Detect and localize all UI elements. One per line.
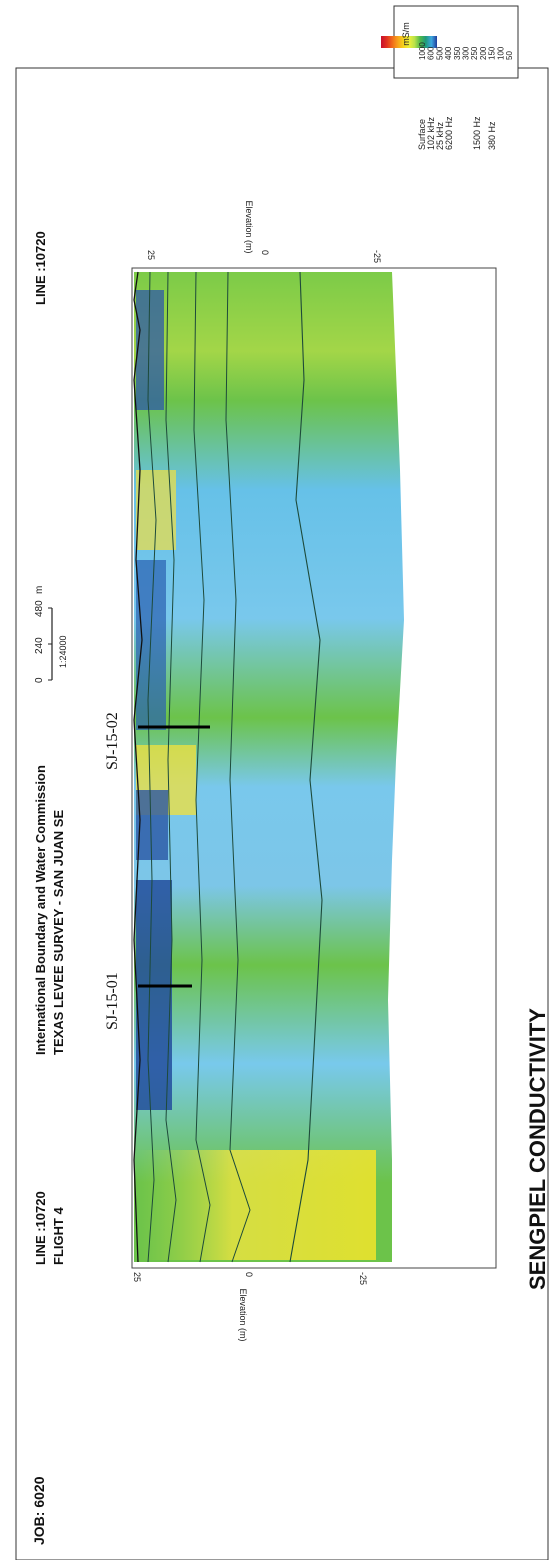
blue-zone-2 <box>136 790 168 860</box>
legend-tick-label: 400 <box>444 46 453 60</box>
blue-zone-3 <box>136 560 166 730</box>
scale-bar: 0 240 480 m 1:24000 <box>34 586 68 683</box>
figure-border <box>15 67 549 1560</box>
job-label: JOB: 6020 <box>31 1476 47 1545</box>
elevation-axis-bottom: Elevation (m) 25 0 -25 <box>132 1272 368 1342</box>
legend-tick-label: 300 <box>462 46 471 60</box>
freq-102khz: 102 kHz <box>426 116 436 150</box>
axis-tick-0-bottom: 0 <box>244 1272 254 1277</box>
flight-label: FLIGHT 4 <box>51 1206 66 1265</box>
line-left-label: LINE :10720 <box>33 1191 48 1265</box>
contour-380hz <box>289 271 323 1263</box>
borehole-sj-15-01-label: SJ-15-01 <box>104 972 121 1030</box>
blue-zone-1 <box>136 880 172 1110</box>
legend-color-bar <box>381 36 437 48</box>
scale-unit: m <box>34 586 45 594</box>
conductivity-section-plot <box>131 267 497 1269</box>
axis-tick-25-bottom: 25 <box>132 1272 142 1282</box>
blue-zone-4 <box>136 290 164 410</box>
freq-surface: Surface <box>417 119 427 150</box>
axis-tick-neg25-top: -25 <box>372 250 382 263</box>
header-left: JOB: 6020 LINE :10720 FLIGHT 4 <box>31 1191 66 1545</box>
scale-ratio: 1:24000 <box>58 635 68 668</box>
contour-1500hz <box>225 271 251 1263</box>
borehole-sj-15-02-label: SJ-15-02 <box>104 712 121 770</box>
surface-line <box>133 271 143 1263</box>
frequency-labels: Surface 102 kHz 25 kHz 6200 Hz 1500 Hz 3… <box>417 116 497 150</box>
yellow-zone-west <box>136 1150 376 1260</box>
contour-102khz <box>147 271 157 1263</box>
freq-6200hz: 6200 Hz <box>444 116 454 150</box>
axis-tick-neg25-bottom: -25 <box>358 1272 368 1285</box>
legend-tick-label: 50 <box>505 51 514 60</box>
legend-tick-label: 350 <box>453 46 462 60</box>
contour-25khz <box>165 271 177 1263</box>
contour-6200hz <box>193 271 211 1263</box>
legend-tick-label: 600 <box>427 46 436 60</box>
legend-tick-label: 100 <box>496 46 505 60</box>
freq-1500hz: 1500 Hz <box>472 116 482 150</box>
legend-tick-label: 500 <box>435 46 444 60</box>
org-title: International Boundary and Water Commiss… <box>33 765 48 1055</box>
legend-tick-label: 250 <box>470 46 479 60</box>
scale-tick-0: 0 <box>34 677 45 683</box>
line-right-label: LINE :10720 <box>33 231 48 305</box>
scale-tick-240: 240 <box>34 637 45 654</box>
freq-25khz: 25 kHz <box>435 121 445 150</box>
section-title: SENGPIEL CONDUCTIVITY <box>525 1008 550 1290</box>
survey-title: TEXAS LEVEE SURVEY - SAN JUAN SE <box>51 810 66 1055</box>
legend-tick-label: 150 <box>488 46 497 60</box>
scale-tick-480: 480 <box>34 600 45 617</box>
axis-tick-25-top: 25 <box>146 250 156 260</box>
legend-tick-labels: 1000 600 500 400 350 300 250 200 150 100 50 <box>418 42 514 60</box>
legend-tick-label: 1000 <box>418 42 427 60</box>
section-field <box>134 272 404 1262</box>
legend-tick-label: 200 <box>479 46 488 60</box>
freq-380hz: 380 Hz <box>487 121 497 150</box>
color-legend: mS/m <box>381 5 519 79</box>
axis-label-top: Elevation (m) <box>244 200 254 253</box>
elevation-axis-top: Elevation (m) 25 0 -25 <box>146 200 382 263</box>
header-title: International Boundary and Water Commiss… <box>33 231 66 1055</box>
axis-tick-0-top: 0 <box>260 250 270 255</box>
legend-unit-label: mS/m <box>401 22 411 46</box>
axis-label-bottom: Elevation (m) <box>238 1288 248 1341</box>
